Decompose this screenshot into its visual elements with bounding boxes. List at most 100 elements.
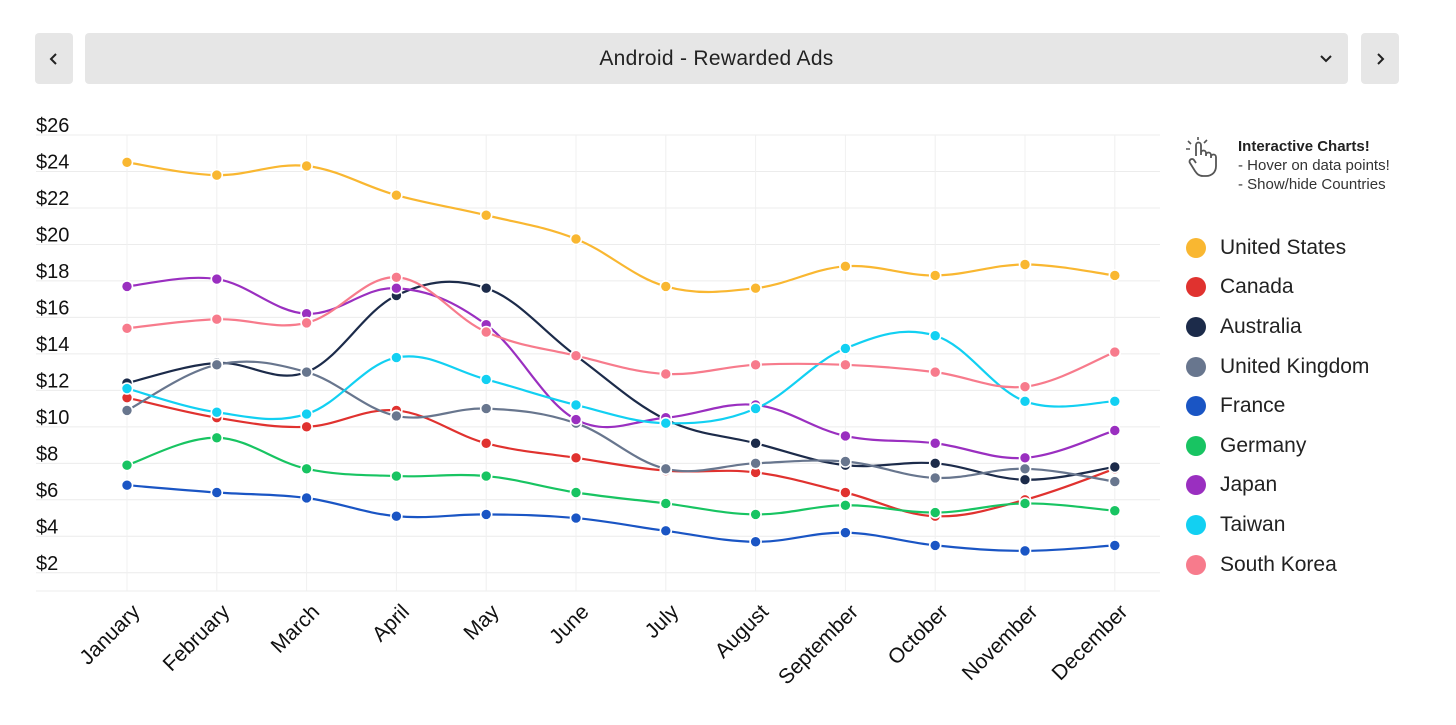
data-point-south-korea[interactable] [569, 349, 583, 363]
data-point-united-kingdom[interactable] [928, 471, 942, 485]
data-point-south-korea[interactable] [1108, 345, 1122, 359]
data-point-germany[interactable] [659, 497, 673, 510]
data-point-united-states[interactable] [569, 232, 583, 246]
data-point-united-kingdom[interactable] [1108, 475, 1122, 488]
data-point-united-states[interactable] [1018, 258, 1032, 271]
data-point-united-kingdom[interactable] [300, 365, 313, 379]
data-point-japan[interactable] [120, 280, 134, 293]
data-point-united-kingdom[interactable] [120, 404, 134, 417]
data-point-france[interactable] [569, 511, 583, 525]
data-point-germany[interactable] [569, 486, 583, 499]
data-point-taiwan[interactable] [120, 382, 134, 395]
data-point-taiwan[interactable] [1018, 395, 1032, 408]
data-point-south-korea[interactable] [390, 270, 403, 284]
data-point-taiwan[interactable] [569, 398, 583, 412]
data-point-japan[interactable] [839, 429, 852, 443]
data-point-australia[interactable] [1018, 473, 1032, 487]
data-point-south-korea[interactable] [659, 367, 673, 381]
data-point-south-korea[interactable] [300, 316, 313, 330]
data-point-japan[interactable] [1018, 451, 1032, 465]
data-point-france[interactable] [839, 526, 852, 539]
data-point-united-states[interactable] [390, 188, 403, 202]
data-point-germany[interactable] [300, 462, 313, 476]
data-point-germany[interactable] [839, 498, 852, 512]
data-point-japan[interactable] [928, 436, 942, 450]
chart-selector-dropdown[interactable]: Android - Rewarded Ads [85, 33, 1348, 84]
data-point-australia[interactable] [749, 436, 762, 450]
data-point-france[interactable] [120, 478, 134, 492]
legend-item-germany[interactable]: Germany [1186, 426, 1369, 466]
data-point-australia[interactable] [479, 281, 493, 295]
data-point-united-kingdom[interactable] [659, 462, 673, 476]
data-point-germany[interactable] [479, 469, 493, 483]
data-point-germany[interactable] [390, 469, 403, 483]
data-point-south-korea[interactable] [749, 358, 762, 372]
legend-item-united-kingdom[interactable]: United Kingdom [1186, 347, 1369, 387]
data-point-united-states[interactable] [479, 208, 493, 222]
data-point-united-kingdom[interactable] [210, 358, 224, 372]
data-point-taiwan[interactable] [659, 416, 673, 430]
data-point-taiwan[interactable] [749, 402, 762, 415]
data-point-germany[interactable] [928, 506, 942, 519]
data-point-united-kingdom[interactable] [749, 457, 762, 470]
data-point-japan[interactable] [1108, 424, 1122, 437]
data-point-france[interactable] [928, 539, 942, 552]
data-point-taiwan[interactable] [839, 342, 852, 355]
data-point-canada[interactable] [839, 486, 852, 499]
data-point-canada[interactable] [300, 420, 313, 434]
data-point-france[interactable] [479, 508, 493, 521]
data-point-germany[interactable] [120, 458, 134, 472]
data-point-france[interactable] [210, 486, 224, 499]
data-point-canada[interactable] [479, 436, 493, 450]
legend-item-japan[interactable]: Japan [1186, 466, 1369, 506]
data-point-united-states[interactable] [300, 159, 313, 173]
data-point-south-korea[interactable] [120, 322, 134, 335]
data-point-taiwan[interactable] [479, 373, 493, 386]
data-point-south-korea[interactable] [839, 358, 852, 372]
data-point-taiwan[interactable] [928, 329, 942, 342]
data-point-canada[interactable] [569, 451, 583, 465]
legend-item-canada[interactable]: Canada [1186, 268, 1369, 308]
data-point-south-korea[interactable] [479, 325, 493, 339]
data-point-japan[interactable] [390, 281, 403, 295]
data-point-united-states[interactable] [659, 280, 673, 293]
data-point-japan[interactable] [210, 272, 224, 286]
data-point-taiwan[interactable] [300, 407, 313, 421]
data-point-france[interactable] [659, 524, 673, 538]
data-point-germany[interactable] [1018, 497, 1032, 510]
legend-item-australia[interactable]: Australia [1186, 307, 1369, 347]
data-point-germany[interactable] [210, 431, 224, 445]
legend-item-france[interactable]: France [1186, 386, 1369, 426]
data-point-south-korea[interactable] [210, 312, 224, 326]
data-point-united-kingdom[interactable] [839, 455, 852, 468]
data-point-united-kingdom[interactable] [479, 402, 493, 415]
data-point-taiwan[interactable] [1108, 395, 1122, 408]
data-point-united-states[interactable] [120, 156, 134, 169]
data-point-germany[interactable] [749, 508, 762, 521]
next-chart-button[interactable] [1361, 33, 1399, 84]
data-point-germany[interactable] [1108, 504, 1122, 518]
data-point-australia[interactable] [1108, 460, 1122, 474]
data-point-united-kingdom[interactable] [390, 409, 403, 423]
data-point-united-kingdom[interactable] [1018, 462, 1032, 476]
data-point-united-states[interactable] [210, 168, 224, 182]
data-points[interactable] [120, 156, 1122, 558]
data-point-australia[interactable] [928, 457, 942, 470]
data-point-france[interactable] [390, 509, 403, 523]
legend-item-south-korea[interactable]: South Korea [1186, 545, 1369, 585]
data-point-taiwan[interactable] [390, 351, 403, 364]
legend-item-taiwan[interactable]: Taiwan [1186, 505, 1369, 545]
previous-chart-button[interactable] [35, 33, 73, 84]
data-point-south-korea[interactable] [1018, 380, 1032, 394]
data-point-france[interactable] [1018, 544, 1032, 558]
data-point-japan[interactable] [569, 413, 583, 426]
data-point-south-korea[interactable] [928, 365, 942, 379]
data-point-united-states[interactable] [1108, 269, 1122, 282]
data-point-france[interactable] [749, 535, 762, 549]
data-point-united-states[interactable] [928, 269, 942, 282]
data-point-taiwan[interactable] [210, 405, 224, 419]
data-point-united-states[interactable] [839, 260, 852, 273]
data-point-france[interactable] [300, 491, 313, 505]
data-point-united-states[interactable] [749, 281, 762, 295]
legend-item-united-states[interactable]: United States [1186, 228, 1369, 268]
